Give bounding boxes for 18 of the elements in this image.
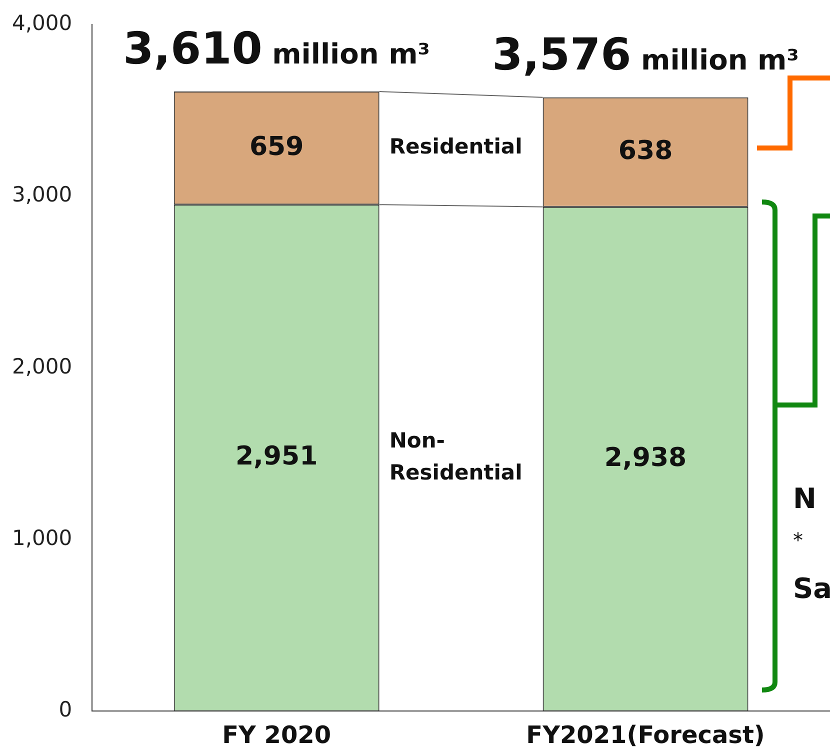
annotation: Sa bbox=[793, 572, 830, 605]
x-tick-label: FY 2020 bbox=[222, 720, 332, 749]
annotation: N bbox=[793, 482, 816, 515]
data-label: 638 bbox=[618, 136, 673, 166]
series-label: Non-Residential bbox=[389, 428, 522, 484]
y-tick-label: 4,000 bbox=[12, 11, 72, 36]
annotation: * bbox=[793, 528, 803, 552]
data-label: 2,938 bbox=[604, 442, 687, 473]
y-tick-label: 0 bbox=[58, 698, 72, 722]
x-tick-label: FY2021(Forecast) bbox=[526, 720, 765, 749]
y-tick-label: 3,000 bbox=[12, 182, 72, 207]
data-label: 2,951 bbox=[235, 442, 318, 472]
total-label: 3,576 million m³ bbox=[492, 29, 799, 80]
total-label: 3,610 million m³ bbox=[123, 24, 430, 75]
data-label: 659 bbox=[249, 132, 304, 162]
series-label: Residential bbox=[389, 134, 522, 159]
y-tick-label: 2,000 bbox=[12, 354, 72, 378]
y-tick-label: 1,000 bbox=[12, 526, 72, 550]
